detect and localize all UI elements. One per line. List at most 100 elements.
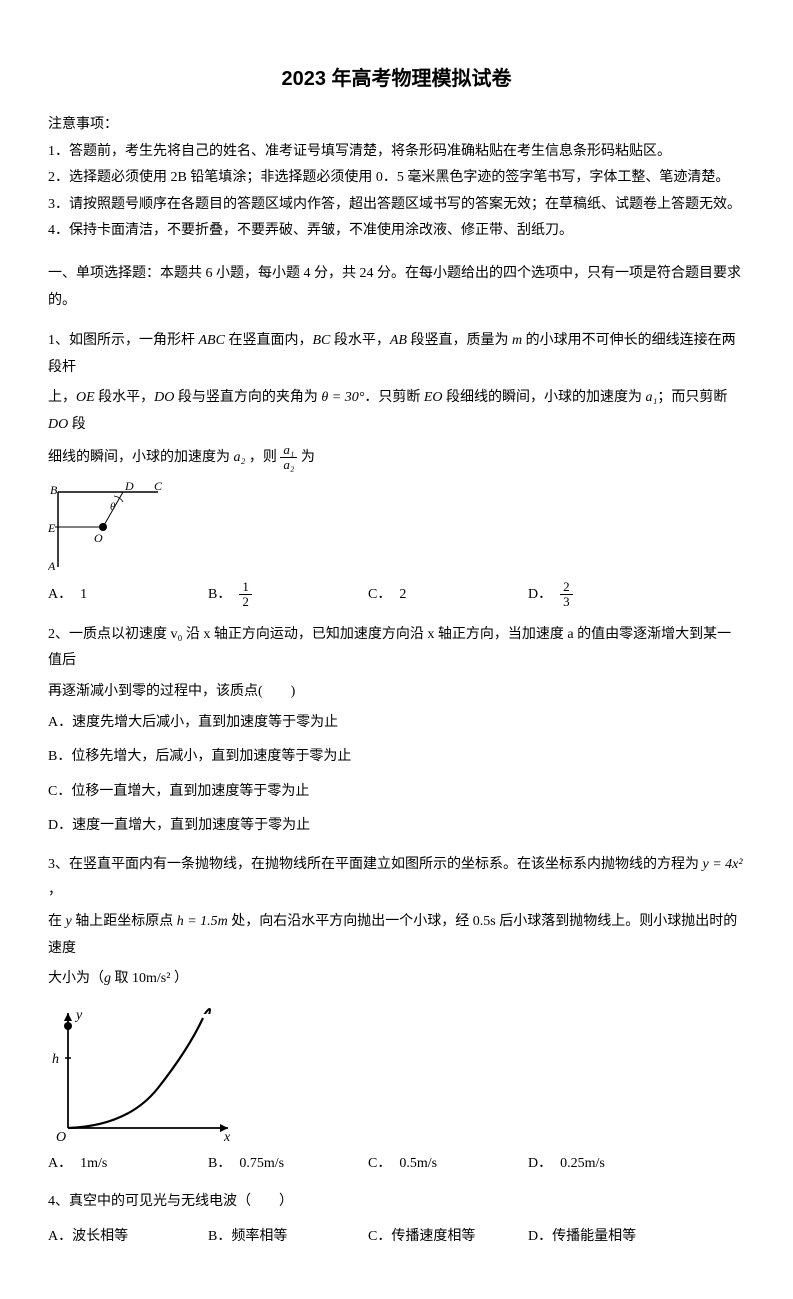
q4-option-c: C．传播速度相等 xyxy=(368,1224,528,1251)
option-value: 1 xyxy=(80,582,87,609)
option-value: 0.5m/s xyxy=(399,1151,437,1178)
q3-gval: 10m/s² xyxy=(132,971,170,986)
q1-ratio-frac: a₁a₂ xyxy=(280,443,297,473)
q3-text: ） xyxy=(170,971,188,986)
q1-text: 段 xyxy=(68,417,86,432)
q3-text: 轴上距坐标原点 xyxy=(72,914,177,929)
instructions-header: 注意事项： xyxy=(48,112,745,139)
q3-text: 大小为（ xyxy=(48,971,104,986)
option-label: A． xyxy=(48,1151,72,1178)
q1-fig-label-d: D xyxy=(124,482,134,493)
q3-text: 处，向右沿水平方向抛出一个小球，经 xyxy=(228,914,473,929)
q1-eo: EO xyxy=(424,390,443,405)
q1-frac-num: a₁ xyxy=(280,443,297,458)
q2-option-c: C．位移一直增大，直到加速度等于零为止 xyxy=(48,779,745,806)
option-value: 0.75m/s xyxy=(239,1151,284,1178)
q2-line2: 再逐渐减小到零的过程中，该质点( ) xyxy=(48,679,745,706)
option-value: 1m/s xyxy=(80,1151,107,1178)
q3-option-a: A． 1m/s xyxy=(48,1151,208,1178)
q1-text: 段与竖直方向的夹角为 xyxy=(174,390,321,405)
q1-options: A．1 B．12 C．2 D．23 xyxy=(48,580,745,610)
frac-num: 1 xyxy=(239,580,252,595)
q1-frac-den: a₂ xyxy=(280,458,297,472)
q3-text: 在 xyxy=(48,914,66,929)
q1-text: 段竖直，质量为 xyxy=(407,333,512,348)
q1-option-a: A． 1 xyxy=(48,580,208,610)
question-2: 2、一质点以初速度 v₀ 沿 x 轴正方向运动，已知加速度方向沿 x 轴正方向，… xyxy=(48,622,745,840)
option-frac: 23 xyxy=(560,580,573,610)
q2-line1: 2、一质点以初速度 v₀ 沿 x 轴正方向运动，已知加速度方向沿 x 轴正方向，… xyxy=(48,622,745,675)
q1-bc: BC xyxy=(312,333,330,348)
q1-oe: OE xyxy=(76,390,95,405)
instruction-1: 1．答题前，考生先将自己的姓名、准考证号填写清楚，将条形码准确粘贴在考生信息条形… xyxy=(48,139,745,166)
q1-fig-label-b: B xyxy=(50,483,58,497)
q1-fig-label-e: E xyxy=(48,521,56,535)
q4-option-a: A．波长相等 xyxy=(48,1224,208,1251)
question-1: 1、如图所示，一角形杆 ABC 在竖直面内，BC 段水平，AB 段竖直，质量为 … xyxy=(48,328,745,610)
q1-do: DO xyxy=(154,390,174,405)
q1-a1: a₁ xyxy=(646,390,658,405)
option-value: 0.25m/s xyxy=(560,1151,605,1178)
option-label: D． xyxy=(528,1151,552,1178)
option-label: A． xyxy=(48,582,72,609)
q3-option-c: C． 0.5m/s xyxy=(368,1151,528,1178)
q1-text: 细线的瞬间，小球的加速度为 xyxy=(48,450,234,465)
question-4: 4、真空中的可见光与无线电波（ ） A．波长相等 B．频率相等 C．传播速度相等… xyxy=(48,1189,745,1250)
question-3: 3、在竖直平面内有一条抛物线，在抛物线所在平面建立如图所示的坐标系。在该坐标系内… xyxy=(48,852,745,1178)
q3-fig-label-h: h xyxy=(52,1052,59,1067)
q3-fig-label-o: O xyxy=(56,1130,66,1143)
frac-den: 3 xyxy=(560,595,573,609)
q1-option-b: B．12 xyxy=(208,580,368,610)
q1-text: 上， xyxy=(48,390,76,405)
q1-text: ．只剪断 xyxy=(364,390,424,405)
q1-fig-label-theta: θ xyxy=(110,501,116,513)
q1-ab: AB xyxy=(390,333,407,348)
q4-text: 4、真空中的可见光与无线电波（ ） xyxy=(48,1189,745,1216)
page-title: 2023 年高考物理模拟试卷 xyxy=(48,60,745,98)
q1-do2: DO xyxy=(48,417,68,432)
instruction-2: 2．选择题必须使用 2B 铅笔填涂；非选择题必须使用 0．5 毫米黑色字迹的签字… xyxy=(48,165,745,192)
q1-fig-label-a: A xyxy=(48,559,56,572)
q4-option-d: D．传播能量相等 xyxy=(528,1224,688,1251)
q1-text: ；而只剪断 xyxy=(657,390,727,405)
instruction-4: 4．保持卡面清洁，不要折叠，不要弄破、弄皱，不准使用涂改液、修正带、刮纸刀。 xyxy=(48,218,745,245)
q1-figure: B D C θ O E A xyxy=(48,482,745,572)
q1-text: 1、如图所示，一角形杆 xyxy=(48,333,199,348)
option-label: D． xyxy=(528,582,552,609)
frac-den: 2 xyxy=(239,595,252,609)
q1-option-d: D． 23 xyxy=(528,580,688,610)
q1-text: 为 xyxy=(297,450,315,465)
q3-text: ， xyxy=(48,883,62,898)
option-label: C． xyxy=(368,582,391,609)
option-frac: 12 xyxy=(239,580,252,610)
q2-option-b: B．位移先增大，后减小，直到加速度等于零为止 xyxy=(48,744,745,771)
q1-m: m xyxy=(512,333,522,348)
q3-h: h = 1.5m xyxy=(177,914,228,929)
option-value: 2 xyxy=(399,582,406,609)
option-label: C． xyxy=(368,1151,391,1178)
q3-option-d: D． 0.25m/s xyxy=(528,1151,688,1178)
q1-abc: ABC xyxy=(199,333,225,348)
q1-text: 在竖直面内， xyxy=(225,333,313,348)
q3-options: A． 1m/s B． 0.75m/s C． 0.5m/s D． 0.25m/s xyxy=(48,1151,745,1178)
q3-fig-label-x: x xyxy=(223,1130,231,1143)
q1-text: 段水平， xyxy=(330,333,390,348)
q3-t: 0.5s xyxy=(473,914,496,929)
q4-options: A．波长相等 B．频率相等 C．传播速度相等 D．传播能量相等 xyxy=(48,1224,745,1251)
q1-option-c: C． 2 xyxy=(368,580,528,610)
q3-text: 3、在竖直平面内有一条抛物线，在抛物线所在平面建立如图所示的坐标系。在该坐标系内… xyxy=(48,857,703,872)
q3-option-b: B． 0.75m/s xyxy=(208,1151,368,1178)
q1-text: ，则 xyxy=(245,450,280,465)
q2-option-a: A．速度先增大后减小，直到加速度等于零为止 xyxy=(48,710,745,737)
instruction-3: 3．请按照题号顺序在各题目的答题区域内作答，超出答题区域书写的答案无效；在草稿纸… xyxy=(48,192,745,219)
q1-a2: a₂ xyxy=(234,450,246,465)
q3-fig-label-y: y xyxy=(74,1008,83,1023)
q2-option-d: D．速度一直增大，直到加速度等于零为止 xyxy=(48,813,745,840)
q4-option-b: B．频率相等 xyxy=(208,1224,368,1251)
q1-fig-label-c: C xyxy=(154,482,163,493)
option-label: B． xyxy=(208,1151,231,1178)
q3-eq: y = 4x² xyxy=(703,857,743,872)
q1-text: 段水平， xyxy=(95,390,155,405)
q1-theta: θ = 30° xyxy=(321,390,364,405)
q3-text: 取 xyxy=(111,971,132,986)
